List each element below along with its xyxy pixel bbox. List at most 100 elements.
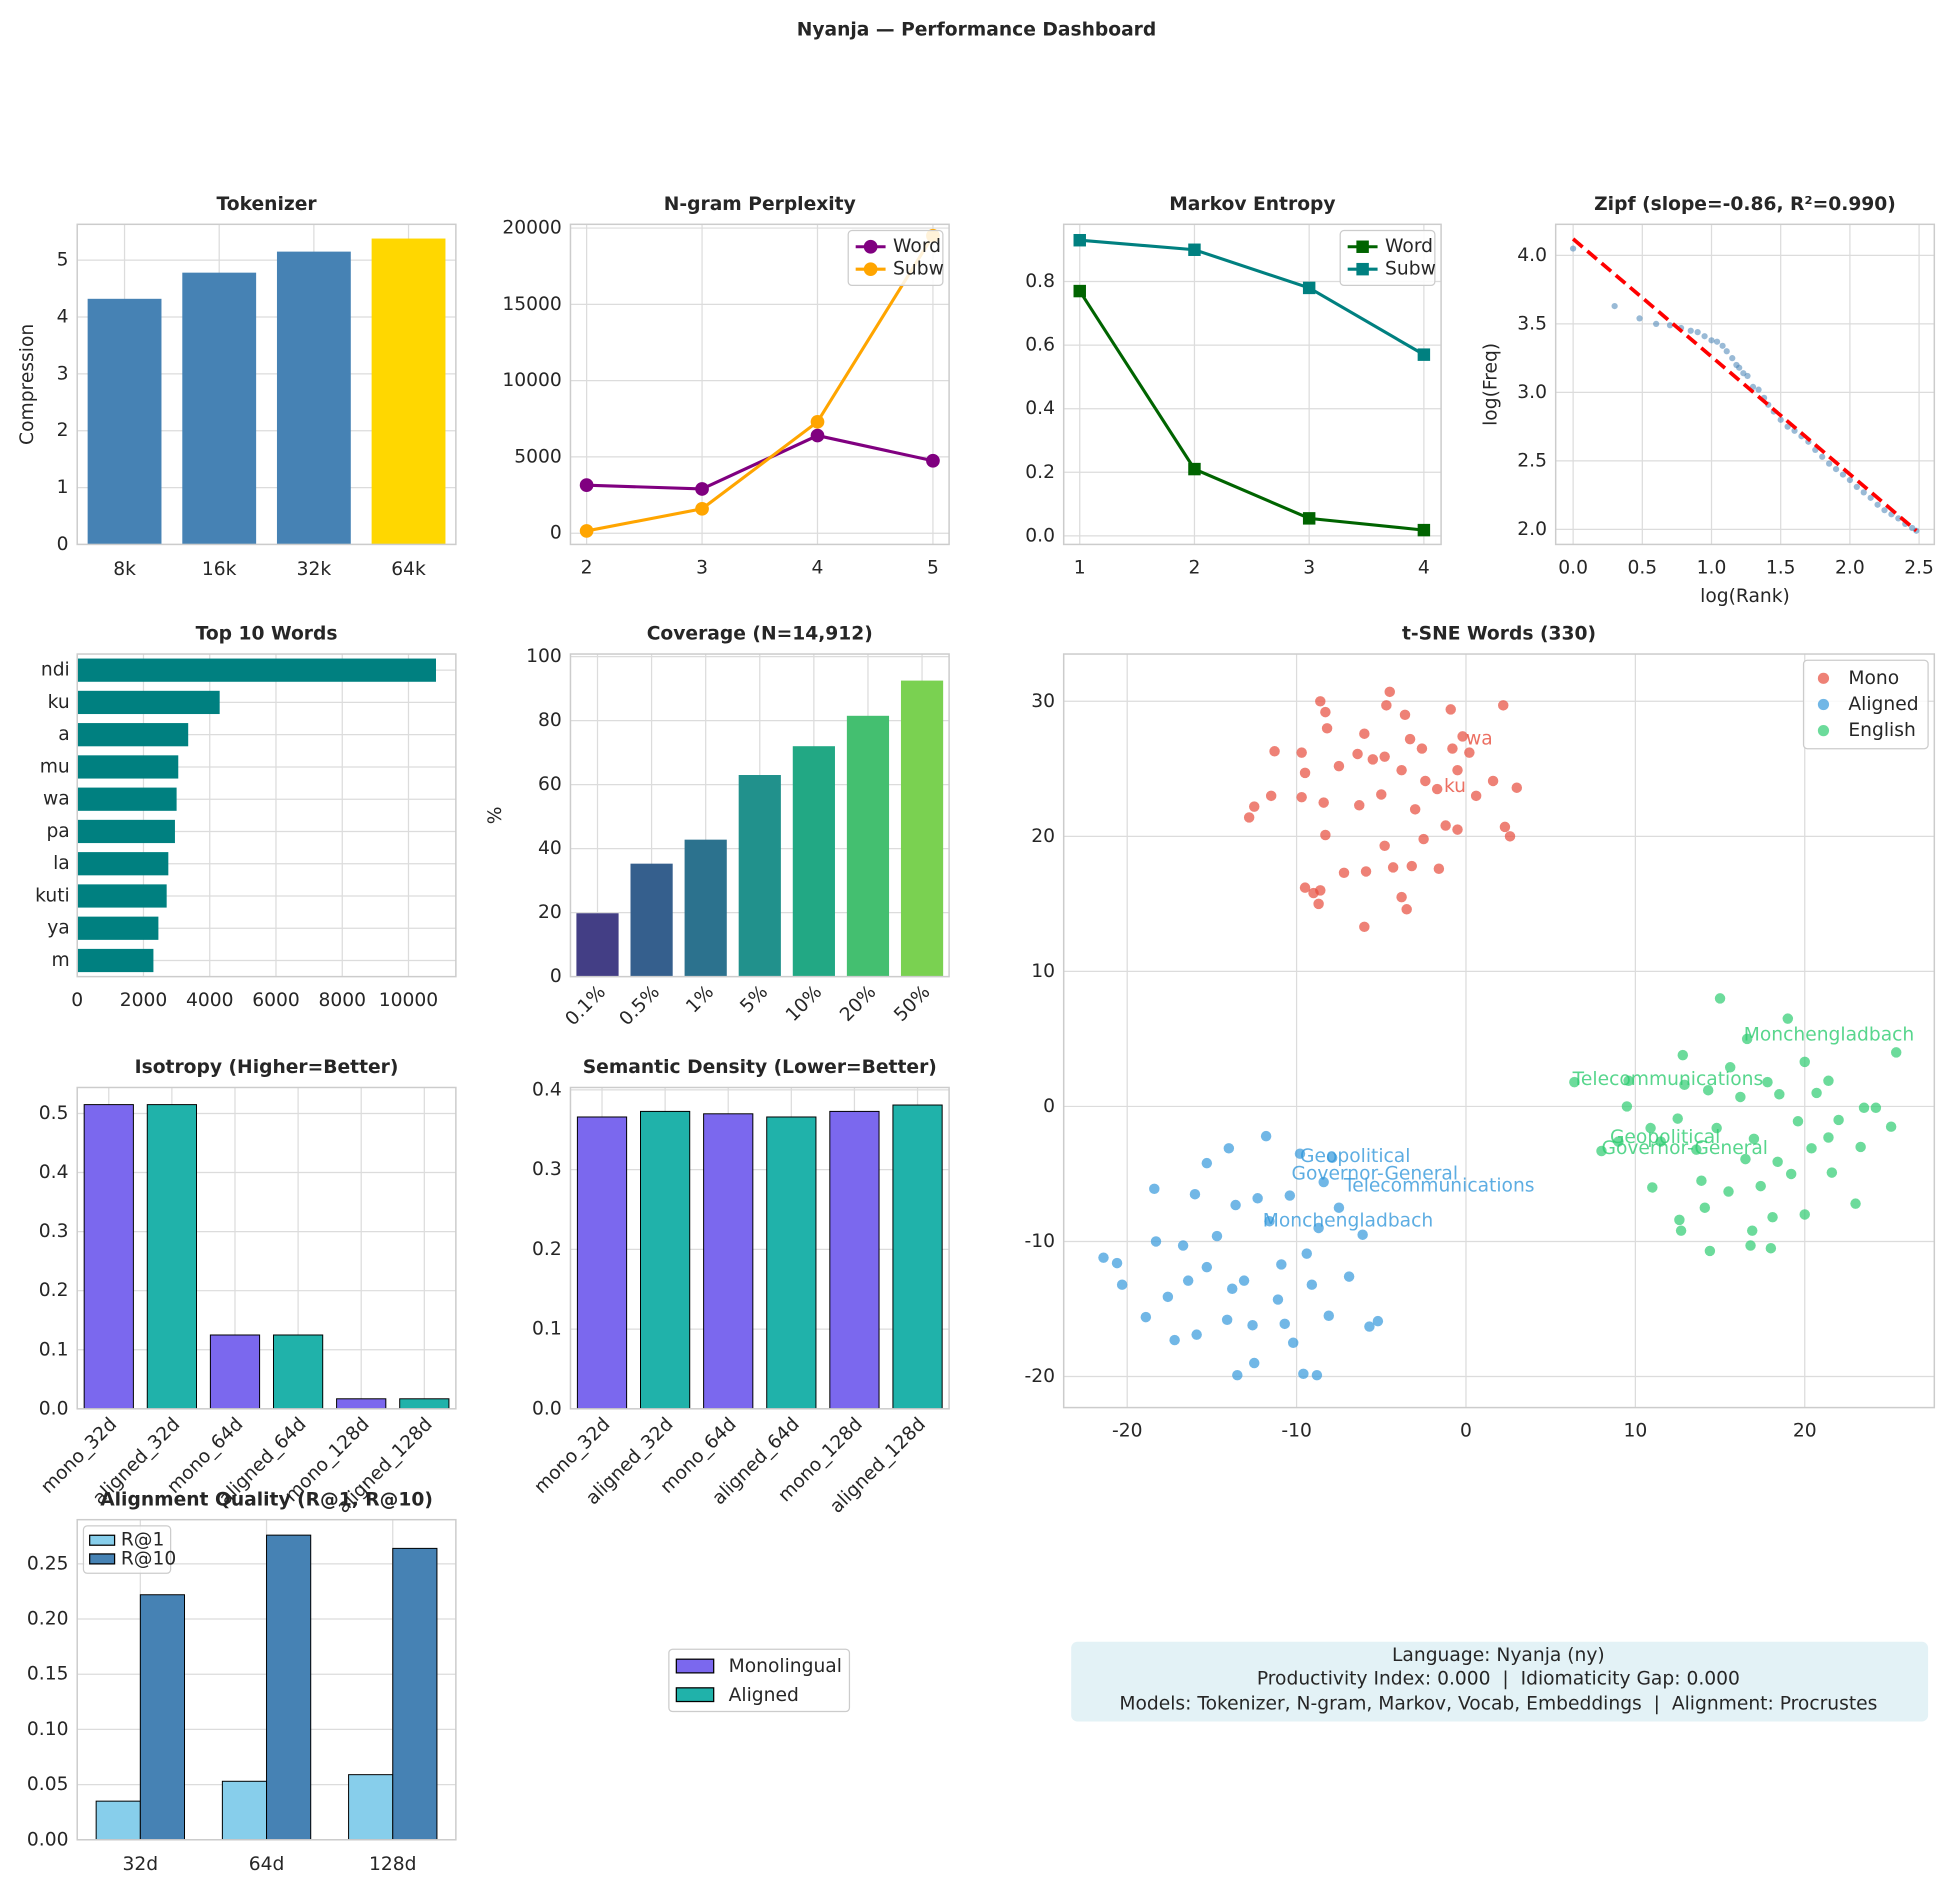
data-point [1243,812,1255,823]
data-point [1746,1225,1758,1236]
data-point [1487,775,1499,787]
chart-title: N-gram Perplexity [664,194,856,215]
bar [846,715,890,977]
data-point [1832,465,1840,473]
x-tick-label: 3 [1303,558,1315,579]
axes-frame [1062,653,1936,1409]
data-point [1653,320,1660,328]
data-point [1765,1243,1777,1254]
data-point [1399,709,1411,721]
bar [348,1774,394,1841]
data-point [1858,1102,1870,1114]
data-point [1874,501,1881,508]
y-tick-label: 4.0 [1517,245,1547,266]
data-point [1623,1075,1634,1087]
y-tick-label: 0.6 [1025,335,1055,356]
y-tick-label: 0.2 [39,1280,69,1301]
axes-frame [1062,223,1442,546]
y-tick-label: mu [40,756,70,777]
y-tick-label: 20 [1031,826,1055,847]
bar [77,787,177,811]
series-line [1078,290,1425,532]
legend-label: Aligned [729,1685,799,1706]
data-point [1420,775,1431,787]
data-point [1073,284,1086,298]
x-tick-label: 10% [782,982,826,1026]
data-point [1464,747,1475,758]
info-line: Models: Tokenizer, N-gram, Markov, Vocab… [1119,1694,1877,1715]
data-point [1666,322,1674,329]
data-point [1150,1236,1162,1247]
data-point [1792,1116,1804,1127]
y-tick-label: 0.0 [532,1398,562,1419]
data-point [1416,743,1428,754]
bar [371,238,446,545]
data-point [1440,820,1451,831]
data-point [1701,333,1708,340]
data-point [1301,1248,1312,1259]
data-point [1182,1275,1194,1286]
data-point [1409,804,1421,815]
data-point [1569,245,1577,252]
data-point [1691,1144,1702,1155]
data-point [1372,1315,1384,1327]
data-point [1713,338,1721,345]
bar [77,852,169,876]
y-tick-label: 0.0 [39,1398,69,1419]
data-point [1774,1089,1785,1100]
data-point [1694,329,1701,336]
data-point [1396,891,1407,903]
bar [336,1398,387,1410]
bar [77,948,154,973]
x-tick-label: 4000 [186,990,234,1011]
data-point [1401,904,1412,915]
y-tick-label: 0.4 [1025,398,1055,419]
data-point [1269,746,1280,757]
x-tick-label: 2.0 [1835,558,1865,579]
data-point [1699,1202,1711,1213]
y-tick-label: 0.8 [1025,271,1055,292]
y-tick-label: 2.5 [1517,450,1547,471]
bar [738,775,781,977]
data-point [1318,1176,1329,1188]
data-point [1296,747,1307,758]
point-annotation: Geopolitical [1300,1146,1410,1167]
data-point [1249,1357,1260,1369]
x-tick-label: 64d [249,1854,285,1875]
data-point [1596,1145,1607,1157]
data-point [1736,364,1743,371]
data-point [1247,1319,1258,1331]
y-tick-label: m [52,950,70,971]
data-point [1276,1259,1287,1270]
point-annotation: Geopolitical [1610,1127,1720,1148]
data-point [1799,1056,1810,1068]
legend-label: Aligned [1848,694,1918,715]
y-tick-label: -20 [1024,1366,1054,1387]
x-tick-label: -10 [1281,1421,1312,1442]
y-tick-label: 0 [550,966,562,987]
bar [392,1547,438,1841]
data-point [1679,1079,1690,1091]
data-point [1306,1279,1318,1290]
data-point [1298,1368,1309,1380]
legend-label: Word [893,236,941,257]
x-tick-label: 1 [1074,558,1086,579]
data-point [1511,782,1523,793]
data-point [1636,315,1643,322]
bar [272,1334,324,1410]
data-point [1447,743,1458,754]
y-tick-label: 0.25 [27,1553,69,1574]
y-tick-label: 30 [1031,691,1055,712]
data-point [1741,1033,1753,1045]
data-point [1191,1329,1202,1340]
data-point [1452,764,1463,776]
data-point [1826,1167,1838,1178]
y-tick-label: a [58,724,69,745]
bar [77,819,175,844]
x-tick-label: 32d [123,1854,159,1875]
x-tick-label: 1.5 [1766,558,1796,579]
data-point [1287,1337,1299,1348]
data-point [1201,1157,1213,1169]
point-annotation: Telecommunications [1343,1176,1535,1197]
bar [829,1110,880,1410]
